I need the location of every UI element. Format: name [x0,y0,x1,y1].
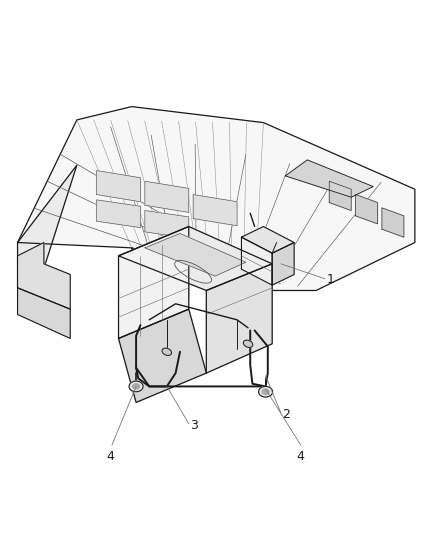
Polygon shape [18,243,70,309]
Polygon shape [145,233,245,276]
Ellipse shape [258,386,272,397]
Text: 4: 4 [296,450,304,463]
Polygon shape [328,181,350,211]
Ellipse shape [261,389,268,394]
Polygon shape [96,171,140,201]
Text: 2: 2 [282,408,290,421]
Ellipse shape [132,384,139,389]
Polygon shape [131,248,188,298]
Polygon shape [193,195,237,226]
Polygon shape [96,200,140,228]
Ellipse shape [243,340,252,348]
Polygon shape [18,288,70,338]
Ellipse shape [162,348,171,356]
Polygon shape [118,227,272,290]
Polygon shape [241,237,272,285]
Polygon shape [145,211,188,238]
Text: 3: 3 [189,419,197,432]
Polygon shape [18,165,77,296]
Polygon shape [381,208,403,237]
Polygon shape [18,107,414,290]
Text: 4: 4 [106,450,114,463]
Polygon shape [145,181,188,212]
Polygon shape [355,195,377,224]
Polygon shape [241,227,293,253]
Text: 1: 1 [326,273,334,286]
Polygon shape [118,309,206,402]
Polygon shape [272,243,293,285]
Polygon shape [118,227,188,338]
Ellipse shape [129,381,143,392]
Polygon shape [285,160,372,197]
Polygon shape [206,264,272,373]
